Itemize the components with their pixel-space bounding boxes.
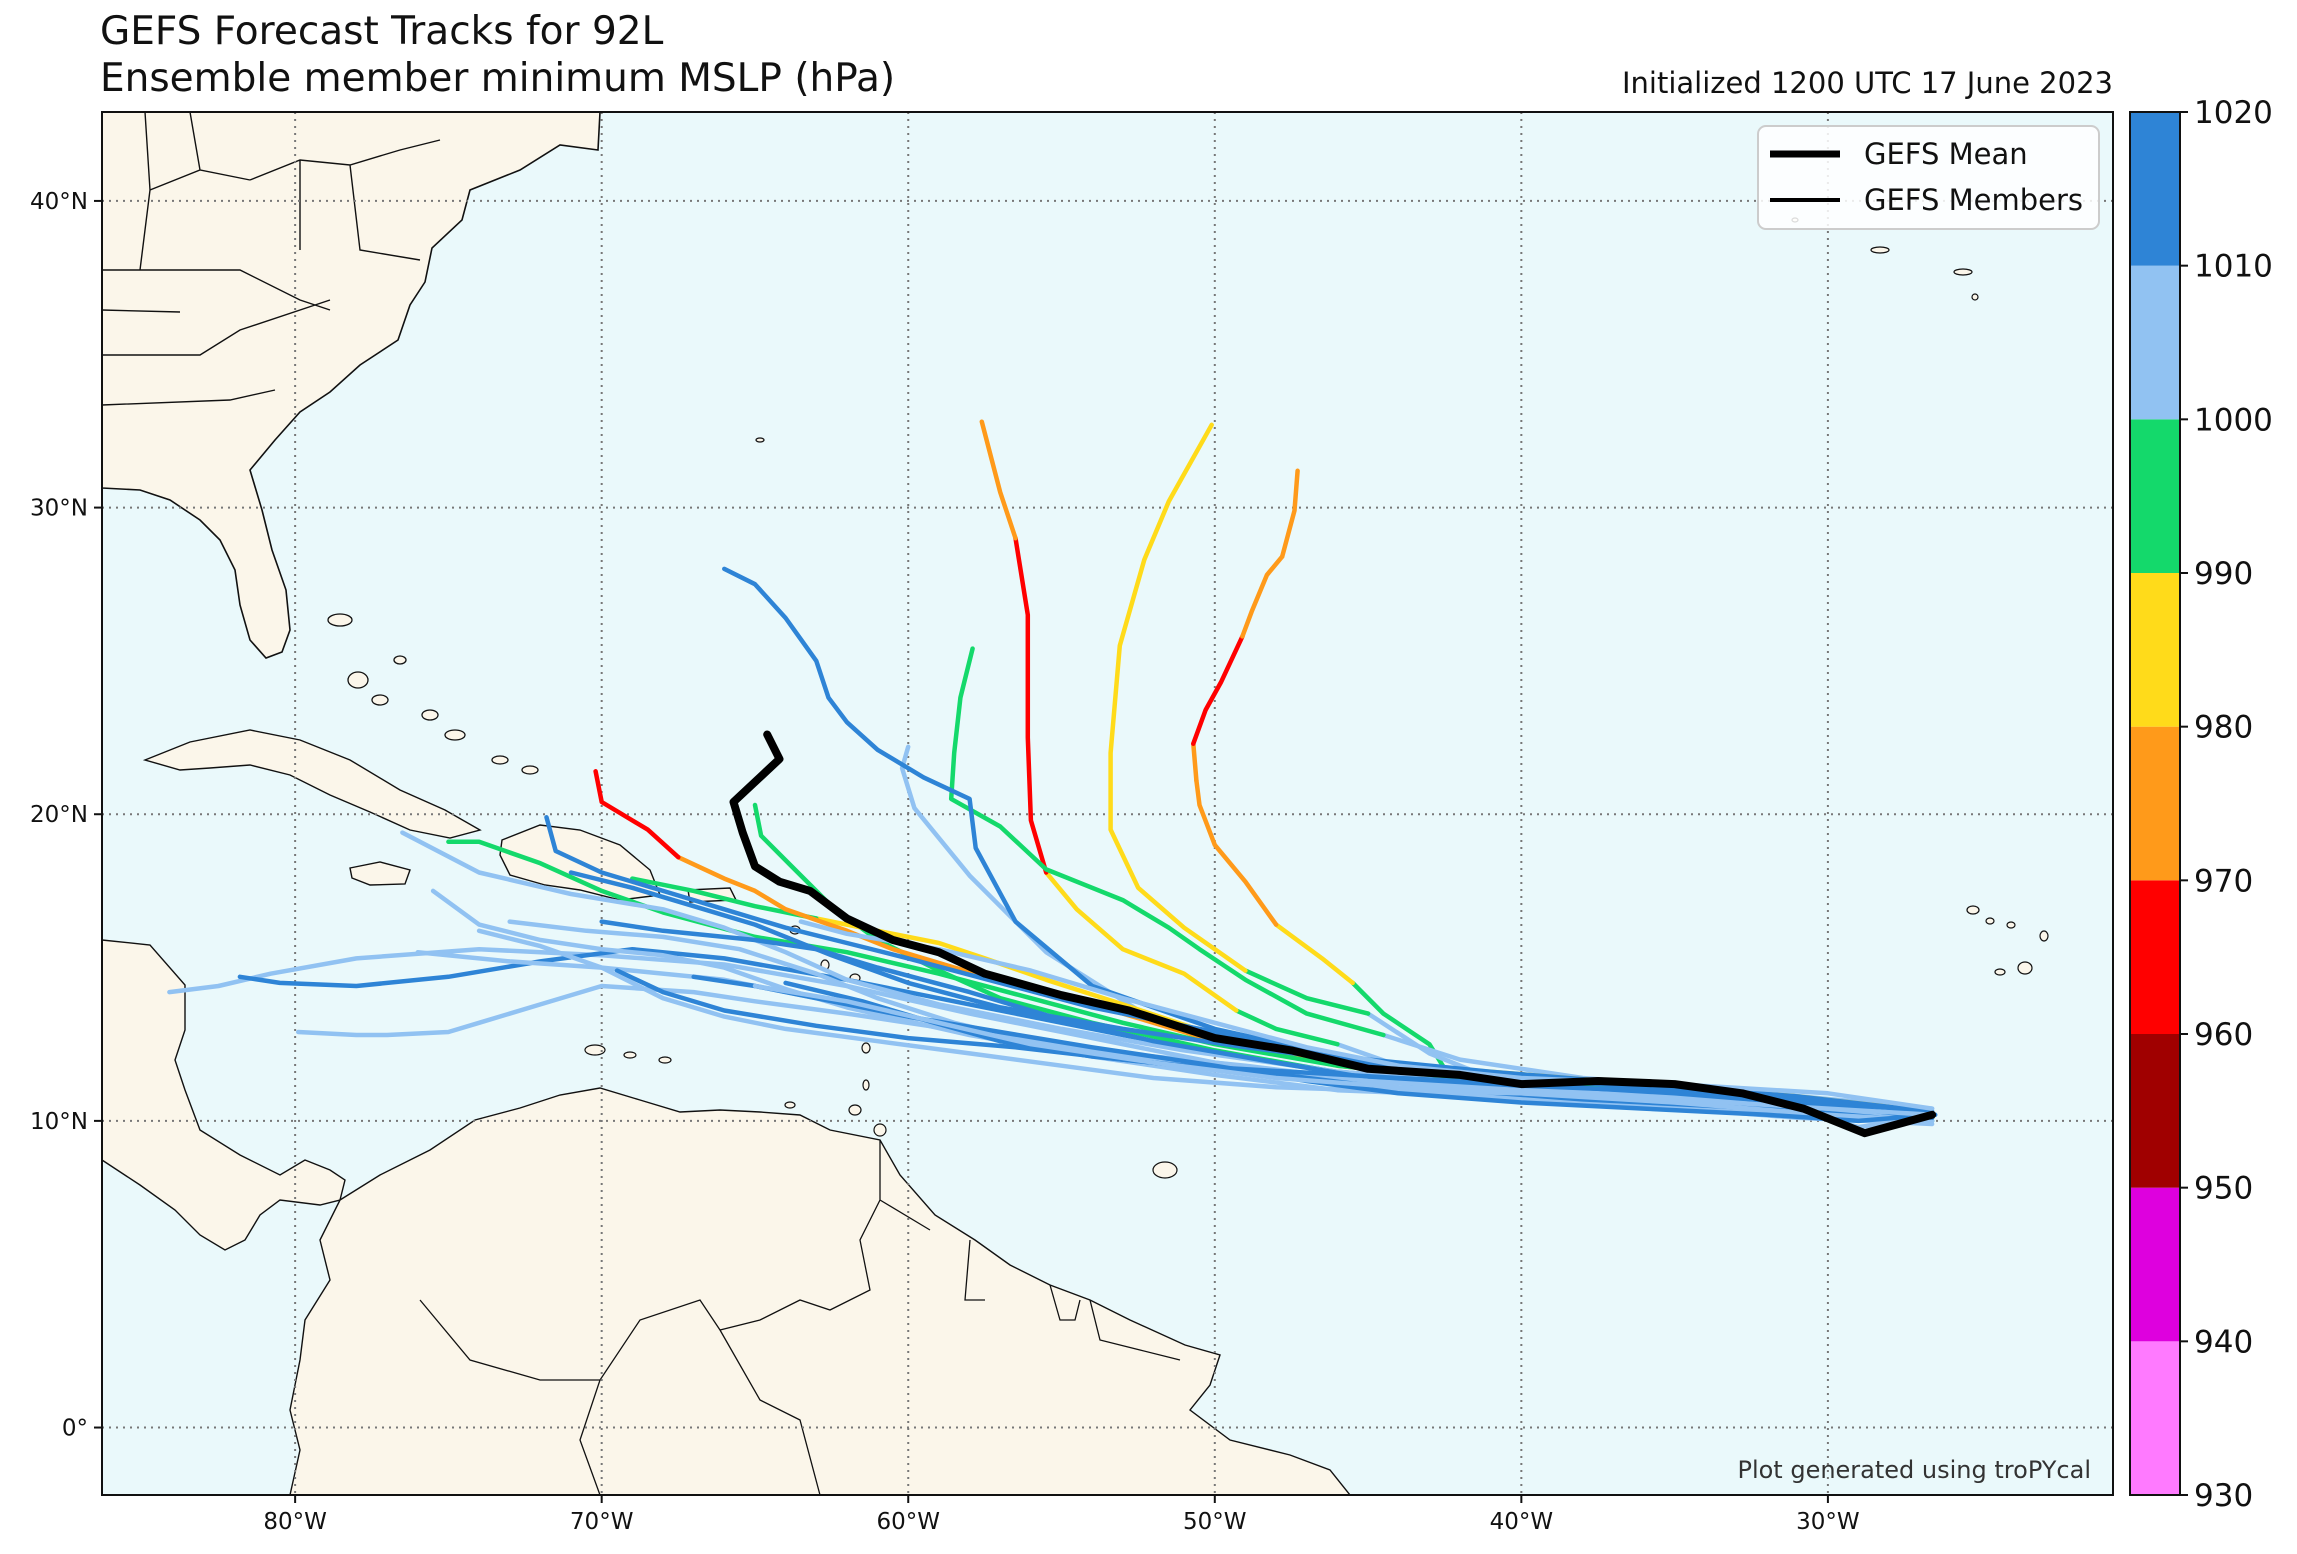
longitude-ticks: 80°W 70°W 60°W 50°W 40°W 30°W xyxy=(263,1495,1860,1535)
lat-tick-label: 30°N xyxy=(30,496,88,522)
member-track xyxy=(507,919,1935,1121)
chart-subtitle: Ensemble member minimum MSLP (hPa) xyxy=(100,56,896,101)
colorbar-bin xyxy=(2130,726,2180,881)
member-track xyxy=(593,769,681,860)
member-track xyxy=(1013,535,1049,875)
colorbar-tick-label: 950 xyxy=(2194,1171,2253,1207)
member-track xyxy=(1194,778,1279,927)
member-track xyxy=(979,419,1018,541)
land-borders xyxy=(419,1140,1181,1495)
chart-title: GEFS Forecast Tracks for 92L xyxy=(100,9,664,54)
lat-tick-label: 10°N xyxy=(30,1109,88,1135)
member-track xyxy=(1273,922,1355,986)
islands-bahamas xyxy=(327,437,765,775)
land-north-america xyxy=(102,112,601,659)
member-track xyxy=(1191,634,1245,746)
colorbar-bin xyxy=(2130,573,2180,727)
member-track xyxy=(691,974,1935,1124)
colorbar-bin xyxy=(2130,419,2180,573)
colorbar-bin xyxy=(2130,1341,2180,1495)
colorbar-tick-label: 940 xyxy=(2194,1324,2253,1360)
lat-tick-label: 20°N xyxy=(30,802,88,828)
mean-track-layer xyxy=(729,730,1937,1138)
member-track xyxy=(948,646,1386,1038)
member-track xyxy=(630,876,819,921)
member-track xyxy=(752,983,1935,1118)
colorbar-bin xyxy=(2130,880,2180,1034)
legend: GEFS Mean GEFS Members xyxy=(1757,125,2100,230)
colorbar-tick-label: 1000 xyxy=(2194,402,2273,438)
legend-box xyxy=(1757,125,2100,230)
land-layer xyxy=(102,112,2049,1495)
member-track xyxy=(568,870,1935,1114)
initialized-time: Initialized 1200 UTC 17 June 2023 xyxy=(1621,66,2113,100)
lat-tick-label: 0° xyxy=(62,1416,88,1442)
colorbar-frame xyxy=(2129,111,2181,1496)
map-frame xyxy=(101,111,2114,1496)
colorbar-tick-label: 930 xyxy=(2194,1478,2253,1514)
island-jamaica xyxy=(349,861,411,886)
member-track xyxy=(1108,422,1248,973)
land-central-america xyxy=(102,939,346,1251)
legend-members-label: GEFS Members xyxy=(1864,183,2083,217)
colorbar-tick-label: 990 xyxy=(2194,556,2253,592)
colorbar-bin xyxy=(2130,1034,2180,1188)
member-track xyxy=(1234,1008,1340,1047)
lon-tick-label: 80°W xyxy=(263,1509,327,1535)
colorbar-tick-label: 1010 xyxy=(2194,249,2273,285)
colorbar-tick-label: 980 xyxy=(2194,710,2253,746)
lon-tick-label: 60°W xyxy=(876,1509,940,1535)
land-inner-lines xyxy=(102,112,441,406)
member-track xyxy=(1043,870,1239,1013)
colorbar-bin xyxy=(2130,265,2180,420)
member-track xyxy=(430,888,1935,1127)
latitude-ticks: 0° 10°N 20°N 30°N 40°N xyxy=(30,189,102,1442)
islands-cape-verde xyxy=(1966,905,2049,976)
colorbar-tick-label: 1020 xyxy=(2194,95,2273,131)
legend-mean-label: GEFS Mean xyxy=(1864,137,2028,171)
colorbar-bin xyxy=(2130,1187,2180,1342)
colorbar-bin xyxy=(2130,112,2180,266)
lon-tick-label: 30°W xyxy=(1796,1509,1860,1535)
member-track xyxy=(1279,468,1300,559)
member-track xyxy=(1240,554,1285,639)
colorbar: 930 940 950 960 970 980 990 1000 1010 1020 xyxy=(2129,95,2273,1514)
member-track xyxy=(1243,968,1371,1016)
island-cuba xyxy=(142,729,482,839)
credit-text: Plot generated using troPYcal xyxy=(1737,1456,2091,1484)
lon-tick-label: 40°W xyxy=(1490,1509,1554,1535)
colorbar-tick-label: 970 xyxy=(2194,863,2253,899)
gefs-mean-track xyxy=(729,730,1937,1138)
lat-tick-label: 40°N xyxy=(30,189,88,215)
colorbar-tick-label: 960 xyxy=(2194,1017,2253,1053)
islands-azores xyxy=(1791,217,1979,301)
member-track xyxy=(1191,741,1199,783)
lon-tick-label: 70°W xyxy=(570,1509,634,1535)
lon-tick-label: 50°W xyxy=(1183,1509,1247,1535)
